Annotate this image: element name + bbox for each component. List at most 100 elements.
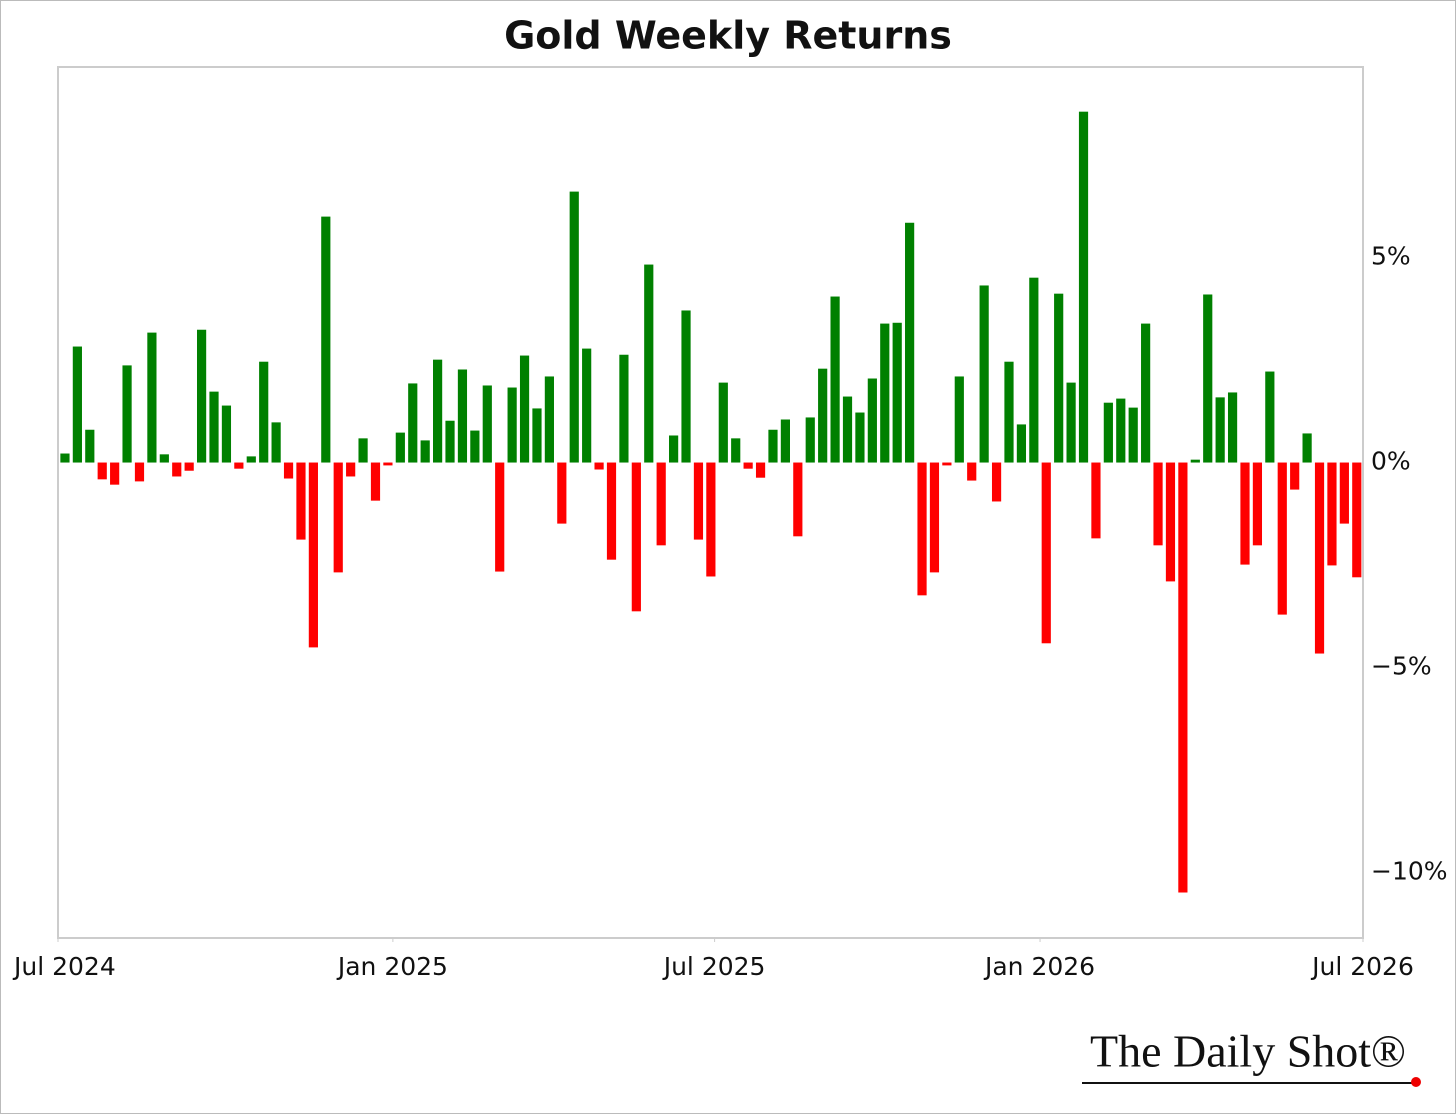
- bar: [880, 323, 890, 463]
- bar: [842, 396, 853, 463]
- bar: [917, 462, 927, 596]
- bar: [172, 462, 182, 477]
- bar: [1302, 433, 1312, 463]
- bar: [1290, 462, 1300, 490]
- bar: [234, 462, 244, 469]
- bar: [1016, 424, 1027, 463]
- y-tick-label: −10%: [1371, 856, 1448, 885]
- x-tick-label: Jan 2025: [336, 952, 448, 981]
- bar: [1277, 462, 1287, 615]
- bar: [929, 462, 940, 573]
- x-tick-label: Jul 2025: [662, 952, 766, 981]
- bar: [122, 365, 132, 463]
- bar: [532, 408, 542, 463]
- bar: [644, 264, 654, 463]
- bar: [1240, 462, 1250, 565]
- bar: [495, 462, 505, 572]
- bar: [1327, 462, 1337, 566]
- bar: [1029, 277, 1039, 463]
- bar: [557, 462, 567, 524]
- bar: [1066, 382, 1076, 463]
- bar: [743, 462, 753, 469]
- bar: [1103, 402, 1113, 463]
- bar: [1265, 371, 1275, 463]
- bar: [582, 348, 592, 463]
- bar: [606, 462, 617, 560]
- bar: [383, 462, 393, 466]
- plot-border: [57, 66, 1364, 939]
- bar: [147, 332, 157, 463]
- bar: [395, 432, 405, 463]
- bar: [855, 412, 865, 463]
- bar: [482, 385, 492, 463]
- bar: [271, 422, 281, 463]
- bar: [408, 383, 418, 463]
- bar: [97, 462, 107, 480]
- bar: [830, 296, 840, 463]
- bar: [1165, 462, 1176, 582]
- bar: [308, 462, 318, 648]
- bar: [1078, 111, 1089, 463]
- bar: [1153, 462, 1163, 546]
- bar: [209, 391, 219, 463]
- bar: [433, 359, 443, 463]
- bar: [706, 462, 716, 577]
- bar: [321, 216, 331, 463]
- bar: [184, 462, 194, 471]
- bar: [954, 376, 964, 463]
- bar: [1091, 462, 1101, 539]
- bar: [507, 387, 517, 463]
- bar: [470, 430, 480, 463]
- x-tick-label: Jul 2024: [12, 952, 116, 981]
- bar: [1054, 293, 1064, 463]
- bar: [159, 454, 169, 463]
- bar: [370, 462, 381, 501]
- bar: [72, 346, 82, 463]
- bar: [445, 420, 455, 463]
- bar: [780, 419, 790, 463]
- bar: [1314, 462, 1325, 654]
- bar: [346, 462, 356, 477]
- bar: [1128, 407, 1138, 463]
- bar: [867, 378, 877, 463]
- bar: [1352, 462, 1362, 578]
- bar: [60, 453, 70, 463]
- bar: [768, 429, 778, 463]
- y-tick-label: 0%: [1371, 447, 1411, 476]
- bar: [134, 462, 145, 482]
- bar: [110, 462, 120, 485]
- bar: [420, 440, 430, 463]
- bar: [569, 191, 579, 463]
- bar: [892, 322, 902, 463]
- y-tick-label: 5%: [1371, 242, 1411, 271]
- bar: [196, 329, 207, 463]
- y-tick-label: −5%: [1371, 651, 1432, 680]
- bar: [681, 310, 691, 463]
- bar: [519, 355, 530, 463]
- bar: [818, 368, 828, 463]
- bar: [731, 438, 741, 463]
- bar: [1004, 361, 1014, 463]
- bar: [358, 438, 368, 463]
- bar: [1141, 323, 1151, 463]
- bar: [979, 285, 989, 463]
- bar: [718, 382, 728, 463]
- bar: [333, 462, 343, 573]
- bar: [755, 462, 766, 478]
- watermark: The Daily Shot®: [1090, 1026, 1406, 1077]
- bar: [1190, 459, 1200, 463]
- bar: [1227, 392, 1238, 463]
- bar: [967, 462, 977, 481]
- bar: [793, 462, 803, 537]
- bar: [221, 405, 232, 463]
- bar: [693, 462, 704, 540]
- bar: [656, 462, 666, 546]
- bar: [1339, 462, 1349, 524]
- x-tick-label: Jan 2026: [983, 952, 1095, 981]
- bar: [85, 429, 95, 463]
- bar: [246, 456, 256, 463]
- bar: [991, 462, 1002, 502]
- bar: [669, 435, 679, 463]
- bar: [1215, 397, 1225, 463]
